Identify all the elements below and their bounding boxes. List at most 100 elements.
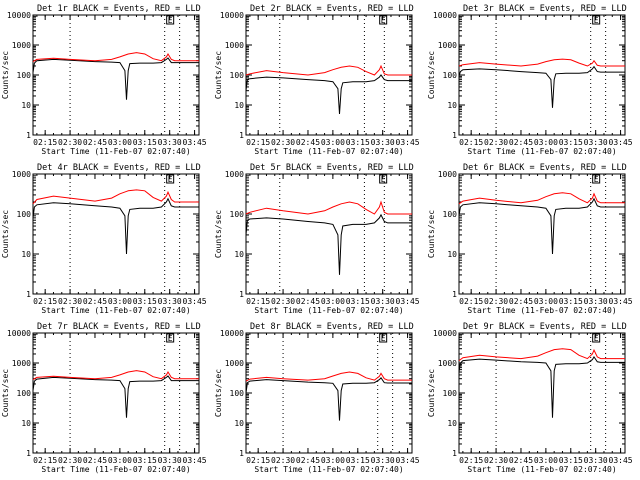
y-tick-label: 1 [26,449,31,458]
panel-title: Det 9r BLACK = Events, RED = LLD [463,322,627,332]
y-tick-label: 1 [26,290,31,299]
panel-title: Det 4r BLACK = Events, RED = LLD [37,163,201,173]
marker-box [379,174,388,184]
lld-line [245,200,412,215]
lld-line [32,52,199,63]
x-tick-label: 02:45 [509,297,533,306]
y-tick-label: 100 [230,71,245,80]
x-tick-label: 02:45 [296,456,320,465]
marker-box [379,15,388,25]
marker-label: E [168,334,173,343]
x-tick-label: 02:45 [83,138,107,147]
y-axis-label: Counts/sec [427,51,436,99]
y-tick-label: 10 [447,419,457,428]
x-tick-label: 02:30 [484,138,508,147]
lld-line [32,370,199,381]
x-tick-label: 03:00 [534,138,558,147]
y-axis-label: Counts/sec [214,369,223,417]
y-tick-label: 10 [447,250,457,259]
marker-box [379,333,388,343]
panel-title: Det 5r BLACK = Events, RED = LLD [250,163,414,173]
x-tick-label: 02:45 [296,138,320,147]
lld-line [458,192,625,205]
events-line [245,74,412,115]
lld-line [245,64,412,76]
y-tick-label: 100 [17,71,32,80]
x-tick-label: 03:15 [346,297,370,306]
y-tick-label: 100 [230,210,245,219]
marker-label: E [381,175,386,184]
y-tick-label: 1 [26,131,31,140]
y-tick-label: 1 [239,131,244,140]
x-tick-label: 02:30 [58,456,82,465]
y-tick-label: 10 [447,101,457,110]
y-tick-label: 10 [234,419,244,428]
x-axis-label: Start Time (11-Feb-07 02:07:40) [467,465,616,474]
y-axis-label: Counts/sec [1,210,10,258]
panel-title: Det 3r BLACK = Events, RED = LLD [463,4,627,14]
y-tick-label: 10 [234,250,244,259]
x-tick-label: 03:45 [396,297,420,306]
x-tick-label: 02:15 [33,138,57,147]
events-line [245,213,412,275]
lld-line [458,348,625,362]
y-tick-label: 10000 [220,329,244,338]
y-tick-label: 10000 [7,329,31,338]
y-tick-label: 1000 [438,41,457,50]
y-axis-label: Counts/sec [214,210,223,258]
marker-label: E [381,334,386,343]
x-tick-label: 03:15 [133,138,157,147]
x-tick-label: 03:45 [396,138,420,147]
x-tick-label: 02:30 [484,456,508,465]
x-axis-label: Start Time (11-Feb-07 02:07:40) [254,306,403,315]
y-tick-label: 100 [17,210,32,219]
marker-box [592,333,601,343]
x-tick-label: 02:45 [296,297,320,306]
y-tick-label: 100 [443,389,458,398]
y-tick-label: 1000 [12,170,31,179]
x-tick-label: 03:30 [371,456,395,465]
x-tick-label: 03:00 [108,456,132,465]
y-tick-label: 1 [239,449,244,458]
x-tick-label: 03:15 [346,456,370,465]
y-tick-label: 10000 [220,11,244,20]
x-tick-label: 02:45 [83,456,107,465]
y-axis-label: Counts/sec [1,51,10,99]
y-tick-label: 1000 [225,359,244,368]
x-tick-label: 03:00 [108,297,132,306]
x-tick-label: 02:45 [509,456,533,465]
x-tick-label: 03:30 [158,456,182,465]
x-tick-label: 03:45 [396,456,420,465]
x-tick-label: 02:30 [58,138,82,147]
panel-title: Det 1r BLACK = Events, RED = LLD [37,4,201,14]
plot-frame [458,173,626,295]
y-tick-label: 1 [452,131,457,140]
x-axis-label: Start Time (11-Feb-07 02:07:40) [41,306,190,315]
x-tick-label: 03:15 [559,138,583,147]
x-tick-label: 02:15 [33,297,57,306]
y-tick-label: 10000 [433,329,457,338]
x-tick-label: 02:45 [83,297,107,306]
events-line [32,57,199,100]
y-axis-label: Counts/sec [427,210,436,258]
x-tick-label: 03:00 [321,456,345,465]
marker-box [166,15,175,25]
y-tick-label: 10 [21,101,31,110]
x-tick-label: 03:00 [534,297,558,306]
x-axis-label: Start Time (11-Feb-07 02:07:40) [41,147,190,156]
x-tick-label: 03:00 [321,297,345,306]
x-tick-label: 03:30 [584,456,608,465]
x-tick-label: 03:45 [609,297,633,306]
y-tick-label: 1000 [225,41,244,50]
y-tick-label: 1000 [12,359,31,368]
panel-title: Det 7r BLACK = Events, RED = LLD [37,322,201,332]
x-tick-label: 02:30 [484,297,508,306]
marker-box [166,174,175,184]
lld-line [32,189,199,205]
x-tick-label: 03:30 [584,138,608,147]
events-line [245,376,412,421]
x-axis-label: Start Time (11-Feb-07 02:07:40) [254,465,403,474]
events-line [458,197,625,255]
x-axis-label: Start Time (11-Feb-07 02:07:40) [254,147,403,156]
marker-label: E [594,175,599,184]
